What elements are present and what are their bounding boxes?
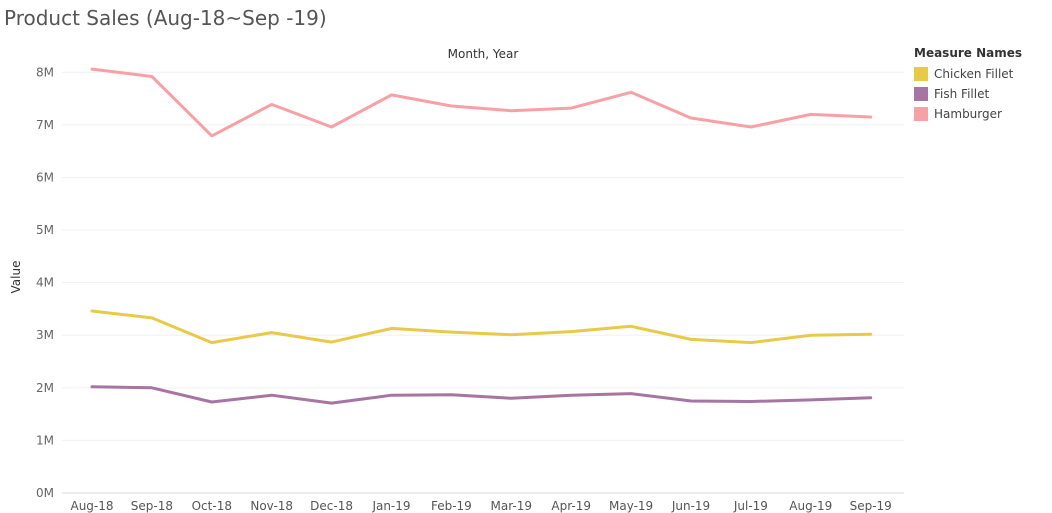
x-tick-label: Jul-19 (733, 499, 768, 513)
y-tick-label: 8M (36, 65, 54, 79)
y-tick-label: 7M (36, 118, 54, 132)
y-tick-label: 4M (36, 276, 54, 290)
x-axis-ticks: Aug-18 Sep-18 Oct-18 Nov-18 Dec-18 Jan-19 Feb-… (70, 499, 891, 513)
y-tick-label: 3M (36, 328, 54, 342)
x-tick-label: Aug-19 (789, 499, 832, 513)
y-tick-label: 2M (36, 381, 54, 395)
x-tick-label: Aug-18 (70, 499, 113, 513)
legend-swatch-chicken-fillet (914, 67, 928, 81)
y-tick-label: 5M (36, 223, 54, 237)
x-tick-label: May-19 (609, 499, 653, 513)
grid-lines (62, 71, 904, 441)
x-tick-label: Sep-19 (850, 499, 892, 513)
x-tick-label: Nov-18 (250, 499, 293, 513)
y-axis-ticks: 0M 1M 2M 3M 4M 5M 6M 7M 8M (36, 65, 54, 500)
series-lines (90, 67, 873, 405)
legend-swatch-fish-fillet (914, 87, 928, 101)
legend-label: Hamburger (934, 107, 1002, 121)
legend-label: Chicken Fillet (934, 67, 1014, 81)
x-tick-label: Feb-19 (431, 499, 472, 513)
series-line-chicken-fillet[interactable] (90, 309, 873, 345)
legend: Measure Names Chicken Fillet Fish Fillet… (914, 46, 1022, 124)
x-axis-title: Month, Year (448, 47, 519, 61)
x-tick-label: Mar-19 (491, 499, 532, 513)
legend-label: Fish Fillet (934, 87, 990, 101)
x-tick-label: Apr-19 (551, 499, 591, 513)
y-tick-label: 1M (36, 433, 54, 447)
x-tick-label: Sep-18 (131, 499, 173, 513)
chart-title: Product Sales (Aug-18~Sep -19) (4, 6, 327, 30)
x-tick-label: Jun-19 (671, 499, 710, 513)
series-line-hamburger[interactable] (90, 67, 873, 138)
legend-item-hamburger[interactable]: Hamburger (914, 104, 1022, 124)
x-tick-label: Jan-19 (371, 499, 410, 513)
y-axis-title: Value (9, 261, 23, 294)
series-line-fish-fillet[interactable] (90, 385, 873, 405)
legend-swatch-hamburger (914, 107, 928, 121)
legend-item-chicken-fillet[interactable]: Chicken Fillet (914, 64, 1022, 84)
y-tick-label: 6M (36, 170, 54, 184)
x-tick-label: Dec-18 (310, 499, 353, 513)
y-tick-label: 0M (36, 486, 54, 500)
legend-title: Measure Names (914, 46, 1023, 60)
x-tick-label: Oct-18 (192, 499, 232, 513)
legend-item-fish-fillet[interactable]: Fish Fillet (914, 84, 1022, 104)
